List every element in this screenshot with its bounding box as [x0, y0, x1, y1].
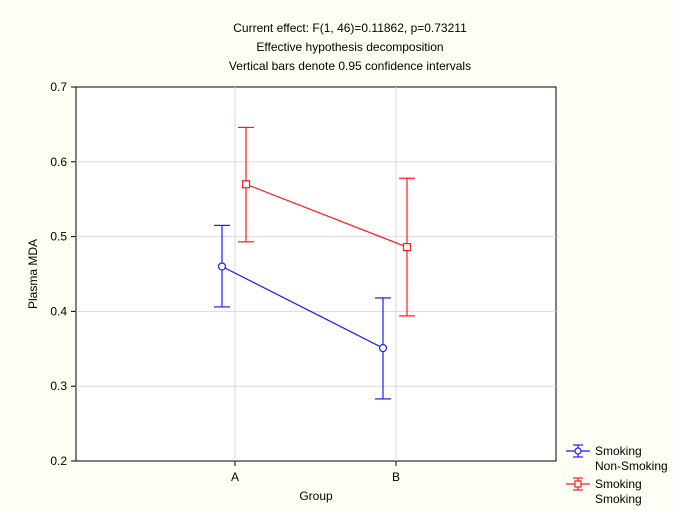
chart-title-line-1: Current effect: F(1, 46)=0.11862, p=0.73… — [233, 21, 467, 35]
legend-label: Smoking — [595, 477, 642, 491]
x-tick-label: A — [231, 470, 239, 484]
y-axis-label: Plasma MDA — [26, 239, 40, 309]
series-line — [245, 183, 408, 248]
data-point — [402, 242, 412, 252]
legend-sublabel: Non-Smoking — [595, 459, 668, 473]
data-point — [217, 262, 227, 271]
x-tick-label: B — [392, 470, 400, 484]
series-line — [221, 265, 384, 349]
series-2 — [238, 126, 415, 317]
y-tick-label: 0.5 — [50, 230, 67, 244]
y-axis-ticks: 0.2 0.3 0.4 0.5 0.6 0.7 — [50, 80, 76, 468]
series-layer — [214, 126, 415, 400]
y-tick-label: 0.4 — [50, 304, 67, 318]
y-tick-label: 0.6 — [50, 155, 67, 169]
legend-marker — [574, 447, 582, 455]
legend-marker — [574, 480, 582, 488]
series-1 — [214, 224, 391, 400]
y-tick-label: 0.2 — [50, 454, 67, 468]
chart-title-line-2: Effective hypothesis decomposition — [256, 40, 443, 54]
x-axis-label: Group — [299, 489, 333, 503]
data-point — [241, 180, 251, 189]
data-point — [378, 343, 388, 353]
chart-title-line-3: Vertical bars denote 0.95 confidence int… — [229, 59, 471, 73]
legend-sublabel: Smoking — [595, 492, 642, 506]
legend-label: Smoking — [595, 444, 642, 458]
plot-area — [75, 86, 557, 462]
y-tick-label: 0.3 — [50, 379, 67, 393]
y-tick-label: 0.7 — [50, 80, 67, 94]
grid-lines — [76, 87, 556, 461]
